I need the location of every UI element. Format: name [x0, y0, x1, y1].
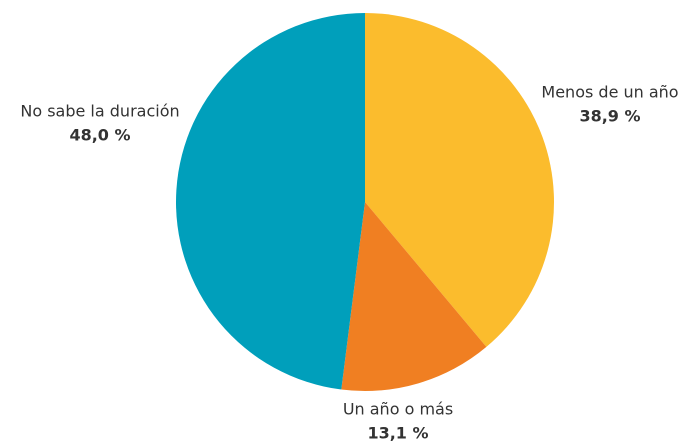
slice-label: Menos de un año: [541, 83, 678, 102]
slice-label: No sabe la duración: [20, 102, 179, 121]
value-label: 13,1 %: [367, 424, 428, 441]
pie-slice: [341, 202, 487, 391]
slice-label: Un año o más: [343, 400, 453, 419]
pie-slice: [176, 13, 365, 390]
pie-slice: [365, 13, 554, 347]
value-label: 38,9 %: [579, 107, 640, 126]
value-label: 48,0 %: [69, 126, 130, 145]
